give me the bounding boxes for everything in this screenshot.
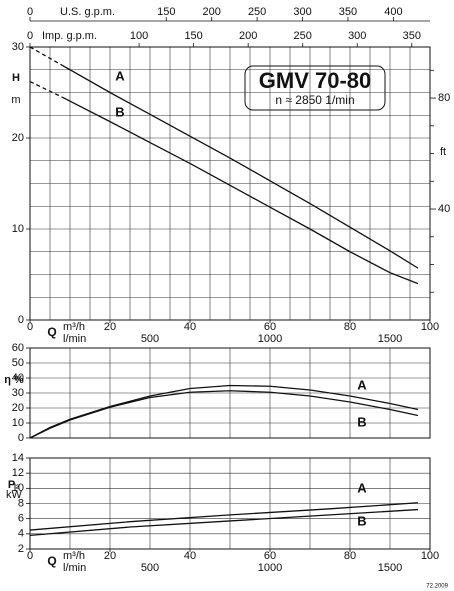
curve	[61, 64, 419, 269]
top-axis-tick-label: 350	[339, 6, 357, 18]
x-tick-label: 0	[27, 550, 33, 562]
curve	[29, 46, 63, 66]
chart-subtitle: n ≈ 2850 1/min	[275, 93, 354, 107]
y-tick-label: 30	[12, 387, 24, 399]
x-tick-label: 80	[344, 321, 356, 333]
y2-tick-label: 40	[438, 203, 450, 215]
x2-tick-label: 500	[141, 562, 159, 574]
top-axis-tick-label: 100	[130, 30, 148, 42]
x-tick-label: 20	[104, 321, 116, 333]
y-axis-label: P₂	[8, 479, 20, 491]
y-axis-label: H	[12, 72, 20, 84]
y-tick-label: 50	[12, 357, 24, 369]
curve-label: A	[357, 377, 367, 392]
plot-frame	[29, 46, 431, 321]
x2-tick-label: 1500	[378, 562, 402, 574]
top-axis-tick-label: 250	[248, 6, 266, 18]
y-axis-label: m	[11, 94, 20, 106]
y-tick-label: 8	[18, 497, 24, 509]
top-axis-label: U.S. g.p.m.	[60, 6, 115, 18]
top-axis-tick-label: 200	[239, 30, 257, 42]
top-axis-tick-label: 300	[348, 30, 366, 42]
top-axis-tick-label: 300	[293, 6, 311, 18]
top-axis-tick-label: 400	[384, 6, 402, 18]
x-tick-label: 20	[104, 550, 116, 562]
top-axis-tick-label: 250	[294, 30, 312, 42]
curve-label: B	[115, 104, 124, 119]
curve-label: A	[115, 68, 125, 83]
x-axis-unit: m³/h	[63, 321, 85, 333]
top-axis-tick-label: 150	[184, 30, 202, 42]
curve	[29, 508, 419, 536]
x2-axis-label: l/min	[63, 333, 86, 345]
y2-axis-label: ft	[440, 146, 446, 158]
footnote: 72.2009	[426, 584, 448, 590]
top-axis-tick-label: 0	[27, 30, 33, 42]
x2-tick-label: 1000	[258, 562, 282, 574]
curve	[61, 96, 419, 285]
x-tick-label: 100	[421, 321, 439, 333]
y-tick-label: 10	[12, 223, 24, 235]
x-axis-label: Q	[47, 325, 56, 339]
y-axis-label: η %	[4, 374, 24, 386]
x2-axis-label: l/min	[63, 562, 86, 574]
x2-tick-label: 1000	[258, 333, 282, 345]
y-axis-label: kW	[6, 489, 23, 501]
top-axis-tick-label: 200	[203, 6, 221, 18]
top-axis-label: Imp. g.p.m.	[42, 30, 97, 42]
y-tick-label: 0	[18, 432, 24, 444]
y-tick-label: 30	[12, 41, 24, 53]
x-tick-label: 40	[184, 321, 196, 333]
x-tick-label: 100	[421, 550, 439, 562]
top-axis-tick-label: 350	[403, 30, 421, 42]
curve	[29, 390, 419, 439]
y-tick-label: 20	[12, 402, 24, 414]
y2-tick-label: 80	[438, 92, 450, 104]
x-tick-label: 40	[184, 550, 196, 562]
curve-label: B	[357, 513, 366, 528]
curve-label: B	[357, 414, 366, 429]
y-tick-label: 14	[12, 452, 24, 464]
y-tick-label: 12	[12, 467, 24, 479]
curve	[29, 80, 63, 98]
y-tick-label: 20	[12, 132, 24, 144]
y-tick-label: 10	[12, 482, 24, 494]
y-tick-label: 2	[18, 543, 24, 555]
y-tick-label: 40	[12, 372, 24, 384]
x2-tick-label: 1500	[378, 333, 402, 345]
chart-title: GMV 70-80	[259, 68, 372, 93]
y-tick-label: 10	[12, 417, 24, 429]
x-tick-label: 60	[264, 550, 276, 562]
x-tick-label: 60	[264, 321, 276, 333]
y-tick-label: 6	[18, 513, 24, 525]
curve-label: A	[357, 480, 367, 495]
top-axis-tick-label: 150	[157, 6, 175, 18]
x-tick-label: 0	[27, 321, 33, 333]
x2-tick-label: 500	[141, 333, 159, 345]
y-tick-label: 4	[18, 528, 24, 540]
y-tick-label: 0	[18, 314, 24, 326]
x-tick-label: 80	[344, 550, 356, 562]
curve	[29, 384, 419, 439]
x-axis-label: Q	[47, 554, 56, 568]
curve	[29, 502, 419, 531]
y-tick-label: 60	[12, 342, 24, 354]
top-axis-tick-label: 0	[27, 6, 33, 18]
x-axis-unit: m³/h	[63, 550, 85, 562]
